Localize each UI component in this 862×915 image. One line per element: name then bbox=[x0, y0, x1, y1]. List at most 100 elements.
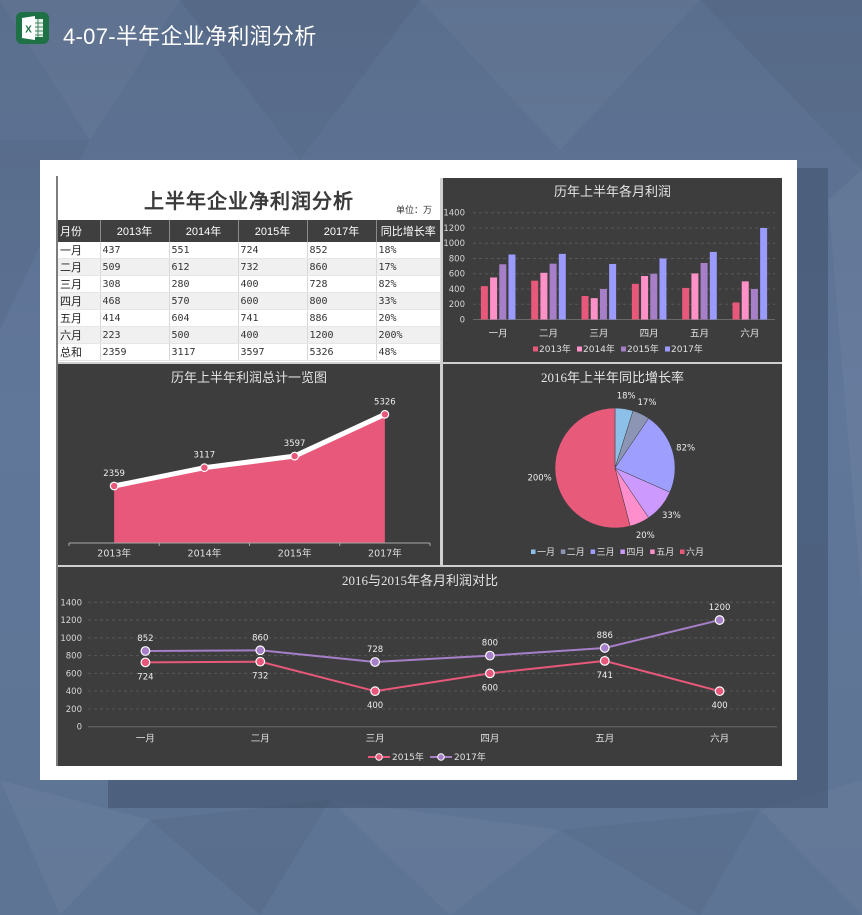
value-cell[interactable]: 3597 bbox=[238, 343, 308, 361]
x-category-label: 五月 bbox=[595, 733, 614, 744]
value-cell[interactable]: 570 bbox=[169, 292, 239, 310]
bar bbox=[540, 272, 548, 320]
value-cell[interactable]: 82% bbox=[376, 275, 441, 293]
x-category-label: 2017年 bbox=[368, 547, 402, 559]
growth-rate-pie-chart[interactable]: 18% 17% 82% 33% 20% 200% 一月 二月 三月 四月 五月 六月 2016年上半年… bbox=[443, 364, 782, 565]
value-cell[interactable]: 20% bbox=[376, 309, 441, 327]
x-category-label: 一月 bbox=[489, 328, 508, 339]
data-point-marker bbox=[290, 451, 300, 461]
y-tick-label: 800 bbox=[66, 652, 82, 662]
month-cell[interactable]: 四月 bbox=[58, 292, 101, 310]
value-cell[interactable]: 860 bbox=[307, 258, 377, 276]
y-tick-label: 0 bbox=[460, 315, 465, 325]
legend-swatch bbox=[680, 549, 685, 554]
value-cell[interactable]: 3117 bbox=[169, 343, 239, 361]
month-cell[interactable]: 五月 bbox=[58, 309, 101, 327]
value-cell[interactable]: 551 bbox=[169, 242, 239, 259]
y-tick-label: 1400 bbox=[443, 209, 465, 219]
bar bbox=[631, 283, 639, 320]
table-header-cell[interactable]: 2014年 bbox=[169, 220, 239, 242]
bar bbox=[641, 276, 649, 320]
value-cell[interactable]: 18% bbox=[376, 242, 441, 259]
value-cell[interactable]: 308 bbox=[100, 275, 170, 293]
x-category-label: 三月 bbox=[366, 733, 385, 744]
value-cell[interactable]: 468 bbox=[100, 292, 170, 310]
area-chart-canvas: 2359 2013年 3117 2014年 3597 2015年 5326 2017年 bbox=[68, 397, 431, 559]
legend-marker bbox=[375, 753, 383, 761]
line-chart-canvas: 0 200 400 600 800 1000 1200 1400 724 732 400 600 741… bbox=[60, 598, 777, 763]
value-cell[interactable]: 400 bbox=[238, 326, 308, 344]
pie-data-label: 18% bbox=[617, 391, 636, 401]
pie-slice bbox=[554, 407, 631, 529]
sheet-title: 上半年企业净利润分析 bbox=[144, 191, 354, 213]
month-cell[interactable]: 三月 bbox=[58, 275, 101, 293]
y-tick-label: 200 bbox=[66, 705, 82, 715]
table-header-cell[interactable]: 月份 bbox=[58, 220, 101, 242]
data-point-marker bbox=[485, 650, 495, 661]
bar bbox=[732, 302, 740, 320]
value-cell[interactable]: 741 bbox=[238, 309, 308, 327]
table-row: 一月 437 551 724 852 18% bbox=[58, 242, 441, 259]
data-point-marker bbox=[370, 657, 380, 667]
value-cell[interactable]: 400 bbox=[238, 275, 308, 293]
data-label: 732 bbox=[252, 672, 268, 682]
value-cell[interactable]: 728 bbox=[307, 275, 377, 293]
bar bbox=[599, 288, 607, 320]
value-cell[interactable]: 852 bbox=[307, 242, 377, 259]
series-line bbox=[145, 619, 720, 664]
profit-comparison-line-chart[interactable]: 0 200 400 600 800 1000 1200 1400 724 732 400 600 741… bbox=[58, 567, 782, 766]
bar bbox=[558, 253, 566, 320]
monthly-profit-bar-chart[interactable]: 0 200 400 600 800 1000 1200 1400 一月 二月 三月 四月 五月 六月 201… bbox=[443, 178, 782, 362]
value-cell[interactable]: 886 bbox=[307, 309, 377, 327]
month-cell[interactable]: 六月 bbox=[58, 326, 101, 344]
value-cell[interactable]: 604 bbox=[169, 309, 239, 327]
value-cell[interactable]: 509 bbox=[100, 258, 170, 276]
pie-slice bbox=[614, 417, 676, 493]
value-cell[interactable]: 280 bbox=[169, 275, 239, 293]
value-cell[interactable]: 1200 bbox=[307, 326, 377, 344]
legend-label: 2014年 bbox=[583, 343, 615, 355]
value-cell[interactable]: 33% bbox=[376, 292, 441, 310]
value-cell[interactable]: 437 bbox=[100, 242, 170, 259]
legend-swatch bbox=[621, 346, 626, 352]
value-cell[interactable]: 414 bbox=[100, 309, 170, 327]
value-cell[interactable]: 600 bbox=[238, 292, 308, 310]
legend-label: 四月 bbox=[626, 547, 644, 558]
month-cell[interactable]: 二月 bbox=[58, 258, 101, 276]
value-cell[interactable]: 612 bbox=[169, 258, 239, 276]
x-category-label: 2014年 bbox=[188, 547, 222, 559]
legend-swatch bbox=[577, 346, 582, 352]
value-cell[interactable]: 800 bbox=[307, 292, 377, 310]
data-label: 728 bbox=[367, 645, 383, 655]
bar bbox=[682, 287, 690, 320]
value-cell[interactable]: 500 bbox=[169, 326, 239, 344]
table-header-cell[interactable]: 2015年 bbox=[238, 220, 308, 242]
table-body: 一月 437 551 724 852 18% 二月 509 612 732 860 17% 三月 308 2… bbox=[58, 242, 441, 361]
data-point-marker bbox=[255, 645, 266, 656]
data-label: 5326 bbox=[374, 397, 396, 407]
legend-label: 五月 bbox=[656, 547, 674, 558]
value-cell[interactable]: 48% bbox=[376, 343, 441, 361]
value-cell[interactable]: 724 bbox=[238, 242, 308, 259]
month-cell[interactable]: 总和 bbox=[58, 343, 101, 361]
x-category-label: 2013年 bbox=[97, 547, 131, 559]
bar bbox=[549, 263, 557, 320]
data-label: 1200 bbox=[709, 603, 731, 613]
table-row: 四月 468 570 600 800 33% bbox=[58, 292, 441, 310]
table-header-row: 月份 2013年 2014年 2015年 2017年 同比增长率 bbox=[58, 220, 440, 242]
value-cell[interactable]: 17% bbox=[376, 258, 441, 276]
table-header-cell[interactable]: 2013年 bbox=[100, 220, 170, 242]
total-profit-area-chart[interactable]: 2359 2013年 3117 2014年 3597 2015年 5326 2017年 历年上… bbox=[58, 364, 440, 565]
pie-data-label: 17% bbox=[638, 398, 657, 408]
table-header-cell[interactable]: 2017年 bbox=[307, 220, 377, 242]
table-header-cell[interactable]: 同比增长率 bbox=[376, 220, 440, 242]
value-cell[interactable]: 200% bbox=[376, 326, 441, 344]
value-cell[interactable]: 223 bbox=[100, 326, 170, 344]
data-label: 400 bbox=[711, 701, 727, 711]
bar bbox=[480, 286, 488, 320]
x-category-label: 四月 bbox=[480, 733, 499, 744]
month-cell[interactable]: 一月 bbox=[58, 242, 101, 259]
value-cell[interactable]: 732 bbox=[238, 258, 308, 276]
value-cell[interactable]: 5326 bbox=[307, 343, 377, 361]
value-cell[interactable]: 2359 bbox=[100, 343, 170, 361]
